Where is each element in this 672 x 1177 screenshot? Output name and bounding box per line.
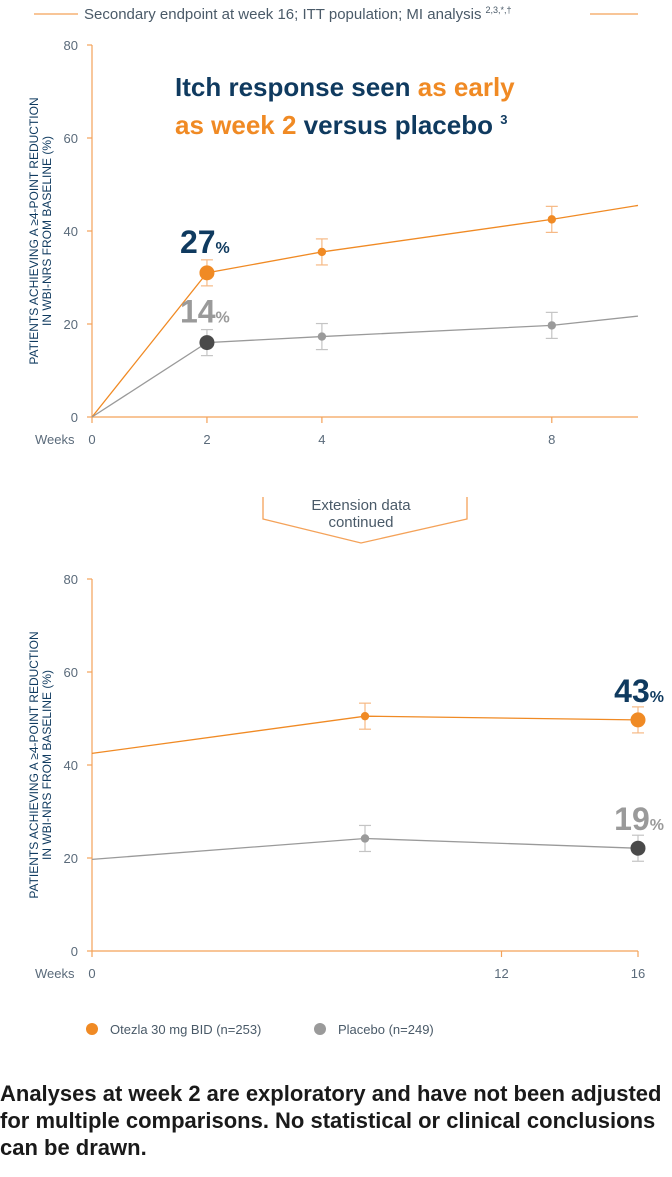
data-point-otezla (360, 711, 370, 721)
y-tick-label: 0 (71, 410, 78, 425)
legend-marker-otezla (86, 1023, 98, 1035)
y-axis-label: PATIENTS ACHIEVING A ≥4-POINT REDUCTIONI… (27, 97, 54, 364)
y-tick-label: 80 (64, 38, 78, 53)
y-axis-label-line1: PATIENTS ACHIEVING A ≥4-POINT REDUCTION (27, 97, 41, 364)
legend-marker-placebo (314, 1023, 326, 1035)
value-label: 14% (180, 294, 230, 330)
data-point-otezla (630, 712, 646, 728)
value-label: 27% (180, 224, 230, 260)
chart-canvas: Secondary endpoint at week 16; ITT popul… (27, 5, 664, 1037)
data-point-otezla (317, 247, 327, 257)
legend-label-placebo: Placebo (n=249) (338, 1022, 434, 1037)
y-axis-label-line1: PATIENTS ACHIEVING A ≥4-POINT REDUCTION (27, 631, 41, 898)
data-point-placebo (547, 321, 556, 330)
y-axis-label-line2: IN WBI-NRS FROM BASELINE (%) (40, 136, 54, 326)
y-tick-label: 60 (64, 131, 78, 146)
x-tick-label: 2 (203, 432, 210, 447)
extension-bracket (262, 497, 468, 544)
extension-label-line1: Extension data (311, 497, 411, 514)
x-tick-label: 8 (548, 432, 555, 447)
x-tick-label: 16 (631, 966, 645, 981)
value-label-percent: % (650, 689, 664, 706)
legend: Otezla 30 mg BID (n=253) Placebo (n=249) (86, 1022, 434, 1037)
x-axis-label: Weeks (35, 432, 75, 447)
y-tick-label: 40 (64, 224, 78, 239)
headline-line1: Itch response seen as early (175, 72, 515, 102)
y-tick-label: 0 (71, 944, 78, 959)
headline-line2: as week 2 versus placebo 3 (175, 110, 507, 140)
value-label-number: 27 (180, 224, 216, 260)
y-tick-label: 80 (64, 572, 78, 587)
y-axis-label: PATIENTS ACHIEVING A ≥4-POINT REDUCTIONI… (27, 631, 54, 898)
x-tick-label: 0 (88, 966, 95, 981)
value-label: 43% (614, 673, 664, 709)
data-point-placebo (317, 332, 327, 341)
chart-top: 0 20 40 60 80 0 2 4 8 Weeks PATIENTS ACHIEVING A ≥… (27, 38, 639, 447)
value-label-percent: % (650, 817, 664, 834)
series-line-placebo (91, 315, 639, 418)
x-tick-label: 0 (88, 432, 95, 447)
data-point-placebo (360, 834, 370, 843)
x-tick-label: 4 (318, 432, 325, 447)
series-line-otezla (91, 204, 639, 418)
y-axis-label-line2: IN WBI-NRS FROM BASELINE (%) (40, 670, 54, 860)
value-label-number: 19 (614, 801, 650, 837)
value-label-number: 14 (180, 294, 216, 330)
value-label: 19% (614, 801, 664, 837)
value-label-percent: % (216, 240, 230, 257)
data-point-otezla (547, 215, 556, 224)
data-point-placebo (630, 840, 646, 856)
y-tick-label: 20 (64, 317, 78, 332)
footnote: Analyses at week 2 are exploratory and h… (0, 1081, 662, 1160)
extension-label-line2: continued (328, 514, 393, 531)
value-label-percent: % (216, 310, 230, 327)
y-tick-label: 60 (64, 665, 78, 680)
y-tick-label: 20 (64, 851, 78, 866)
header-text: Secondary endpoint at week 16; ITT popul… (84, 5, 512, 23)
chart-bottom: 0 20 40 60 80 0 12 16 Weeks PATIENTS ACHIEVING A … (27, 572, 664, 981)
x-tick-label: 12 (494, 966, 508, 981)
data-point-otezla (199, 265, 215, 281)
x-axis-label: Weeks (35, 966, 75, 981)
y-tick-label: 40 (64, 758, 78, 773)
value-label-number: 43 (614, 673, 650, 709)
data-point-placebo (199, 335, 215, 351)
legend-label-otezla: Otezla 30 mg BID (n=253) (110, 1022, 261, 1037)
